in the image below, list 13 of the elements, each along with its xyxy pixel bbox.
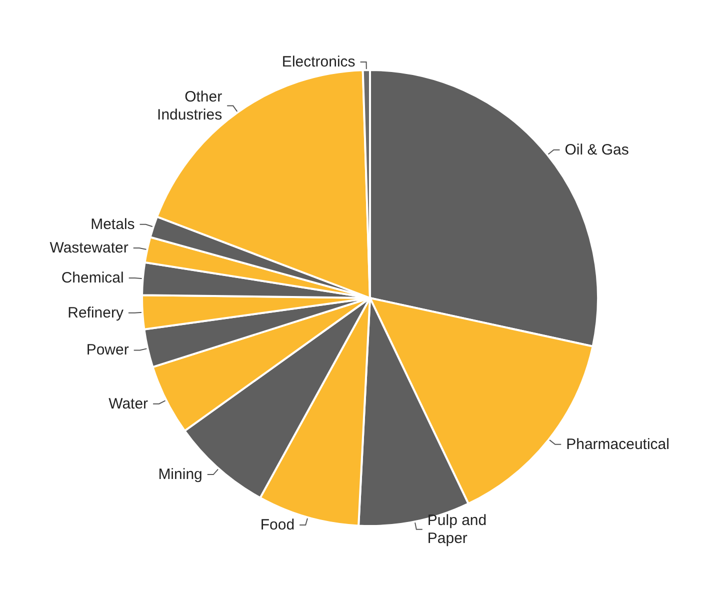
- slice-label: Refinery: [68, 304, 124, 322]
- slice-label: Water: [108, 395, 148, 412]
- slice-label: Chemical: [61, 270, 124, 287]
- slice-label: Pharmaceutical: [566, 436, 670, 453]
- slice-label: Food: [260, 516, 295, 534]
- slice-label: Pulp and Paper: [427, 512, 487, 547]
- slice-label: Electronics: [282, 54, 356, 71]
- slice-label: Other Industries: [157, 88, 222, 124]
- slice-label: Metals: [90, 216, 135, 233]
- slice-label: Mining: [158, 466, 202, 484]
- slice-label: Wastewater: [50, 239, 128, 256]
- slice-label: Power: [86, 342, 129, 359]
- slice-label: Oil & Gas: [564, 141, 629, 158]
